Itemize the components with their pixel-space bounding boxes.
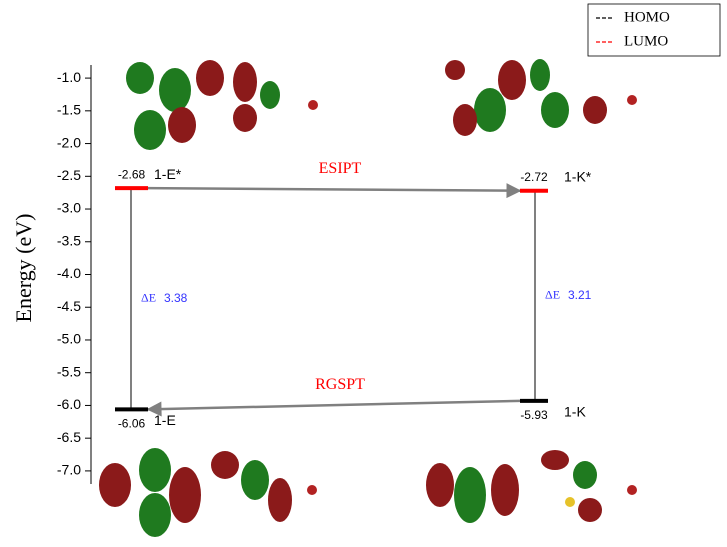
gap-value: 3.21 — [568, 288, 592, 302]
orbital-images — [99, 59, 637, 537]
level-value: -2.72 — [520, 170, 548, 184]
y-tick-label: -1.0 — [57, 69, 81, 85]
transition-arrow — [147, 183, 522, 199]
y-tick-label: -2.0 — [57, 134, 81, 150]
y-tick-label: -2.5 — [57, 167, 81, 183]
gap-symbol: ΔE — [545, 288, 560, 302]
y-tick-label: -6.0 — [57, 396, 81, 412]
level-name: 1-E — [154, 412, 176, 428]
level-name: 1-K — [564, 404, 586, 420]
level-value: -2.68 — [118, 167, 146, 181]
transition-label: RGSPT — [315, 376, 365, 393]
y-tick-label: -5.5 — [57, 363, 81, 379]
transition-arrow — [146, 399, 521, 417]
y-tick-label: -4.0 — [57, 265, 81, 281]
legend-box — [587, 3, 721, 57]
level-value: -6.06 — [118, 417, 146, 431]
y-tick-label: -5.0 — [57, 331, 81, 347]
legend-label: LUMO — [624, 33, 668, 49]
y-tick-label: -7.0 — [57, 462, 81, 478]
transition-label: ESIPT — [319, 160, 362, 177]
legend-label: HOMO — [624, 9, 670, 25]
level-name: 1-K* — [564, 168, 592, 184]
gap-value: 3.38 — [164, 291, 188, 305]
level-name: 1-E* — [154, 166, 182, 182]
y-tick-label: -1.5 — [57, 102, 81, 118]
y-tick-label: -4.5 — [57, 298, 81, 314]
gap-symbol: ΔE — [141, 290, 156, 304]
y-tick-label: -3.0 — [57, 200, 81, 216]
y-tick-label: -3.5 — [57, 232, 81, 248]
y-tick-label: -6.5 — [57, 429, 81, 445]
level-value: -5.93 — [520, 408, 548, 422]
y-axis-label: Energy (eV) — [11, 214, 36, 323]
